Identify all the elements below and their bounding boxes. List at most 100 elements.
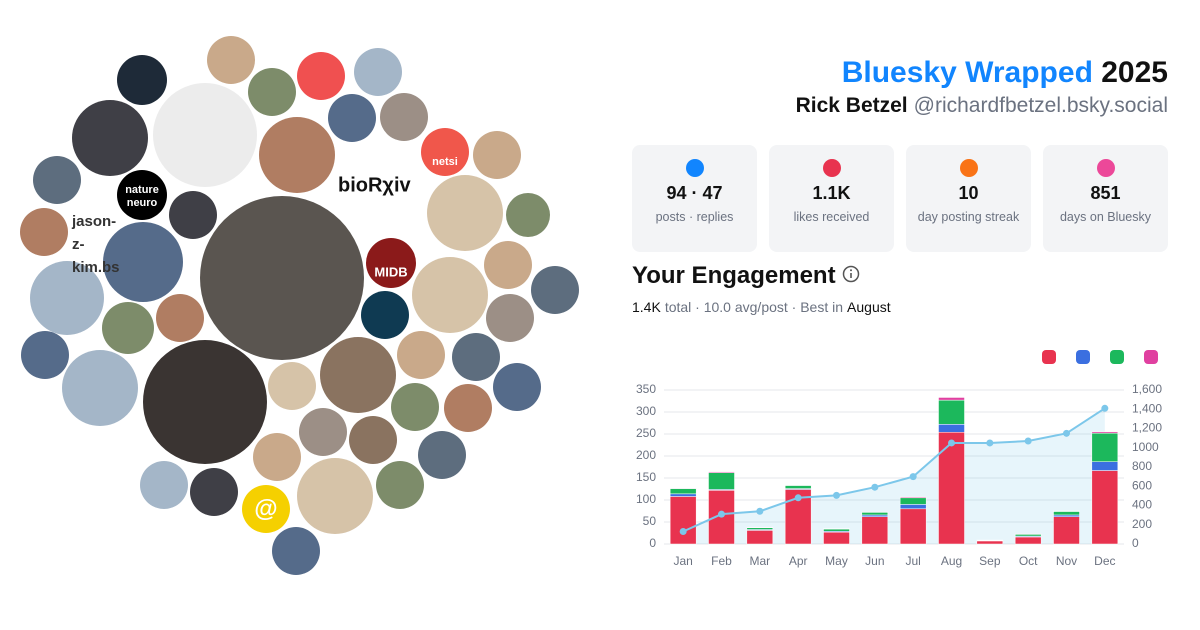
avatar-label: z- <box>72 236 85 253</box>
avatar-label: @ <box>254 495 277 522</box>
avatar[interactable] <box>421 128 469 176</box>
bar-segment <box>1053 516 1080 545</box>
bar-segment <box>669 488 697 495</box>
avatar[interactable] <box>412 257 488 333</box>
avatar[interactable] <box>72 100 148 176</box>
avatar[interactable] <box>297 458 373 534</box>
y-tick-label: 350 <box>636 382 656 396</box>
avatar-label: MIDB <box>374 264 407 279</box>
avatar[interactable] <box>153 83 257 187</box>
stat-card: 10 day posting streak <box>906 145 1031 252</box>
x-tick-label: Oct <box>1019 554 1038 568</box>
avatar[interactable] <box>376 461 424 509</box>
avatar[interactable] <box>506 193 550 237</box>
avatar[interactable] <box>103 222 183 302</box>
avatar[interactable] <box>253 433 301 481</box>
line-point <box>794 494 802 502</box>
y-tick-label: 200 <box>636 448 656 462</box>
avatar-label: kim.bs <box>72 259 120 276</box>
avatar[interactable] <box>486 294 534 342</box>
x-tick-label: Jun <box>865 554 884 568</box>
avatar[interactable] <box>242 485 290 533</box>
avatar[interactable] <box>444 384 492 432</box>
x-tick-label: Jan <box>673 554 692 568</box>
line-point <box>1063 429 1070 437</box>
header: Bluesky Wrapped 2025 Rick Betzel @richard… <box>796 56 1168 118</box>
avatar[interactable] <box>484 241 532 289</box>
avatar[interactable] <box>493 363 541 411</box>
avatar[interactable] <box>156 294 204 342</box>
stat-label: day posting streak <box>917 210 1020 224</box>
year: 2025 <box>1101 56 1168 89</box>
avatar[interactable] <box>207 36 255 84</box>
avatar[interactable] <box>427 175 503 251</box>
stat-card: 851 days on Bluesky <box>1043 145 1168 252</box>
x-tick-label: Jul <box>905 554 920 568</box>
avatar[interactable] <box>259 117 335 193</box>
stat-cards: 94 · 47 posts · replies 1.1K likes receive… <box>632 145 1168 252</box>
avatar[interactable] <box>297 52 345 100</box>
bar-segment <box>1014 534 1042 537</box>
y2-tick-label: 1,600 <box>1132 382 1162 396</box>
avatar[interactable] <box>21 331 69 379</box>
avatar[interactable] <box>30 261 104 335</box>
bar-segment <box>861 512 889 516</box>
avatar[interactable] <box>200 196 364 360</box>
line-point <box>833 491 840 499</box>
legend-icon[interactable] <box>1144 350 1158 364</box>
bar-segment <box>823 531 850 545</box>
avatar[interactable] <box>531 266 579 314</box>
avatar[interactable] <box>349 416 397 464</box>
avatar[interactable] <box>320 337 396 413</box>
engagement-chart: 0 50 100 150 200 250 300 350 0 200 400 600 800 1000 1,… <box>636 350 1162 568</box>
avatar-label: jason- <box>71 213 116 230</box>
bar-segment <box>899 504 927 510</box>
bar-segment <box>899 508 927 545</box>
avatar[interactable] <box>33 156 81 204</box>
y2-tick-label: 1,200 <box>1132 421 1162 435</box>
avatar[interactable] <box>268 362 316 410</box>
avatar[interactable] <box>117 170 167 220</box>
legend-icon[interactable] <box>1076 350 1090 364</box>
line-point <box>679 527 687 535</box>
avatar-label: neuro <box>127 197 158 209</box>
x-tick-label: May <box>825 554 848 568</box>
icon <box>959 159 978 177</box>
icon <box>685 159 704 177</box>
avatar-label: nature <box>125 184 159 196</box>
stat-label: posts · replies <box>655 210 734 224</box>
avatar[interactable] <box>169 191 217 239</box>
avatar[interactable] <box>473 131 521 179</box>
bar-segment <box>1053 511 1080 516</box>
avatar[interactable] <box>397 331 445 379</box>
avatar[interactable] <box>361 291 409 339</box>
x-tick-label: Mar <box>749 554 770 568</box>
avatar[interactable] <box>299 408 347 456</box>
bar-segment <box>746 527 774 530</box>
legend-icon[interactable] <box>1110 350 1124 364</box>
area <box>683 408 1105 544</box>
y2-tick-label: 1,400 <box>1132 401 1162 415</box>
avatar[interactable] <box>272 527 320 575</box>
avatar[interactable] <box>452 333 500 381</box>
avatar[interactable] <box>391 383 439 431</box>
avatar[interactable] <box>62 350 138 426</box>
bar-segment <box>938 397 965 401</box>
legend-icon[interactable] <box>1042 350 1056 364</box>
avatar[interactable] <box>418 431 466 479</box>
avatar[interactable] <box>190 468 238 516</box>
avatar[interactable] <box>354 48 402 96</box>
avatar[interactable] <box>20 208 68 256</box>
avatar[interactable] <box>366 238 416 288</box>
bar-segment <box>669 496 697 545</box>
avatar[interactable] <box>117 55 167 105</box>
avatar[interactable] <box>380 93 428 141</box>
avatar[interactable] <box>102 302 154 354</box>
avatar[interactable] <box>140 461 188 509</box>
avatar[interactable] <box>143 340 267 464</box>
info-icon[interactable] <box>842 265 860 283</box>
avatar[interactable] <box>248 68 296 116</box>
avatar[interactable] <box>328 94 376 142</box>
x-tick-label: Dec <box>1094 554 1115 568</box>
heading-text: Your Engagement <box>632 262 836 289</box>
